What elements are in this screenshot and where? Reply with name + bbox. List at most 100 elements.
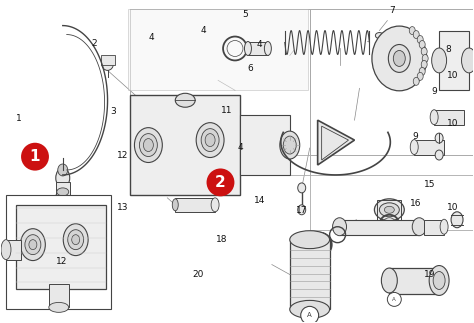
Ellipse shape [228, 141, 236, 155]
Text: 7: 7 [389, 6, 395, 16]
Text: 14: 14 [254, 196, 265, 205]
Text: 16: 16 [410, 200, 421, 208]
Ellipse shape [298, 183, 306, 193]
Ellipse shape [429, 266, 449, 296]
Text: 19: 19 [424, 270, 435, 279]
Polygon shape [6, 240, 21, 260]
Ellipse shape [211, 198, 219, 212]
Text: 11: 11 [221, 106, 232, 115]
Ellipse shape [433, 272, 445, 289]
Ellipse shape [432, 48, 447, 73]
Ellipse shape [412, 218, 426, 236]
Polygon shape [195, 142, 212, 154]
Ellipse shape [298, 205, 306, 215]
Polygon shape [434, 110, 464, 125]
Ellipse shape [196, 123, 224, 158]
Text: 12: 12 [56, 257, 67, 266]
Ellipse shape [264, 42, 271, 56]
Ellipse shape [245, 42, 251, 56]
Text: 8: 8 [446, 45, 451, 54]
Text: 4: 4 [148, 33, 154, 42]
Text: 12: 12 [117, 151, 128, 160]
Polygon shape [414, 140, 444, 155]
Text: 4: 4 [200, 26, 206, 35]
Ellipse shape [419, 68, 425, 75]
Ellipse shape [290, 300, 329, 318]
Polygon shape [100, 56, 115, 66]
Ellipse shape [388, 45, 410, 72]
Ellipse shape [417, 36, 423, 44]
Text: A: A [392, 297, 396, 302]
Circle shape [301, 307, 319, 323]
Ellipse shape [290, 231, 329, 249]
Ellipse shape [379, 203, 399, 217]
Ellipse shape [212, 141, 218, 155]
Text: 6: 6 [247, 64, 253, 73]
Circle shape [21, 143, 49, 171]
Text: 18: 18 [216, 235, 228, 244]
Polygon shape [155, 138, 188, 158]
Ellipse shape [435, 133, 443, 143]
Text: 5: 5 [243, 10, 248, 19]
Ellipse shape [283, 136, 296, 154]
Ellipse shape [422, 55, 428, 62]
Polygon shape [439, 31, 469, 90]
Circle shape [387, 292, 401, 307]
Polygon shape [290, 240, 329, 309]
Ellipse shape [451, 212, 463, 228]
Ellipse shape [68, 230, 84, 250]
Ellipse shape [375, 52, 383, 58]
Polygon shape [49, 285, 69, 307]
Text: 13: 13 [117, 203, 128, 212]
Text: 1: 1 [16, 114, 22, 123]
Ellipse shape [440, 219, 448, 234]
Ellipse shape [410, 140, 418, 154]
Ellipse shape [375, 33, 383, 38]
Ellipse shape [409, 26, 415, 35]
Text: 10: 10 [447, 119, 459, 128]
Ellipse shape [374, 199, 404, 221]
Ellipse shape [372, 26, 427, 91]
Ellipse shape [49, 302, 69, 312]
Polygon shape [339, 220, 419, 235]
Text: 17: 17 [296, 206, 308, 215]
Ellipse shape [101, 57, 114, 70]
Ellipse shape [430, 110, 438, 125]
Ellipse shape [183, 138, 193, 158]
Ellipse shape [384, 206, 394, 213]
Ellipse shape [56, 168, 70, 188]
Ellipse shape [139, 134, 157, 157]
Text: 1: 1 [30, 149, 40, 164]
Polygon shape [130, 95, 240, 195]
Ellipse shape [29, 240, 37, 250]
Polygon shape [218, 141, 232, 155]
Text: 4: 4 [238, 142, 244, 151]
Polygon shape [16, 205, 106, 289]
Ellipse shape [333, 218, 346, 236]
Ellipse shape [57, 188, 69, 196]
Polygon shape [389, 267, 439, 295]
Ellipse shape [20, 229, 46, 261]
Ellipse shape [150, 138, 160, 158]
Ellipse shape [413, 31, 419, 38]
Ellipse shape [144, 139, 154, 151]
Text: 4: 4 [257, 40, 263, 49]
Ellipse shape [421, 47, 427, 56]
Polygon shape [128, 9, 308, 90]
Polygon shape [240, 115, 290, 175]
Ellipse shape [413, 78, 419, 85]
Polygon shape [56, 182, 70, 195]
Ellipse shape [201, 129, 219, 151]
Text: 10: 10 [447, 71, 459, 80]
Ellipse shape [175, 93, 195, 107]
Polygon shape [318, 120, 355, 165]
Ellipse shape [25, 235, 41, 255]
Polygon shape [424, 220, 444, 235]
Text: A: A [307, 312, 312, 318]
Ellipse shape [205, 134, 215, 147]
Text: 10: 10 [447, 203, 459, 212]
Ellipse shape [1, 240, 11, 260]
Text: 2: 2 [215, 175, 226, 190]
Text: 9: 9 [431, 87, 437, 96]
Text: 2: 2 [91, 39, 97, 48]
